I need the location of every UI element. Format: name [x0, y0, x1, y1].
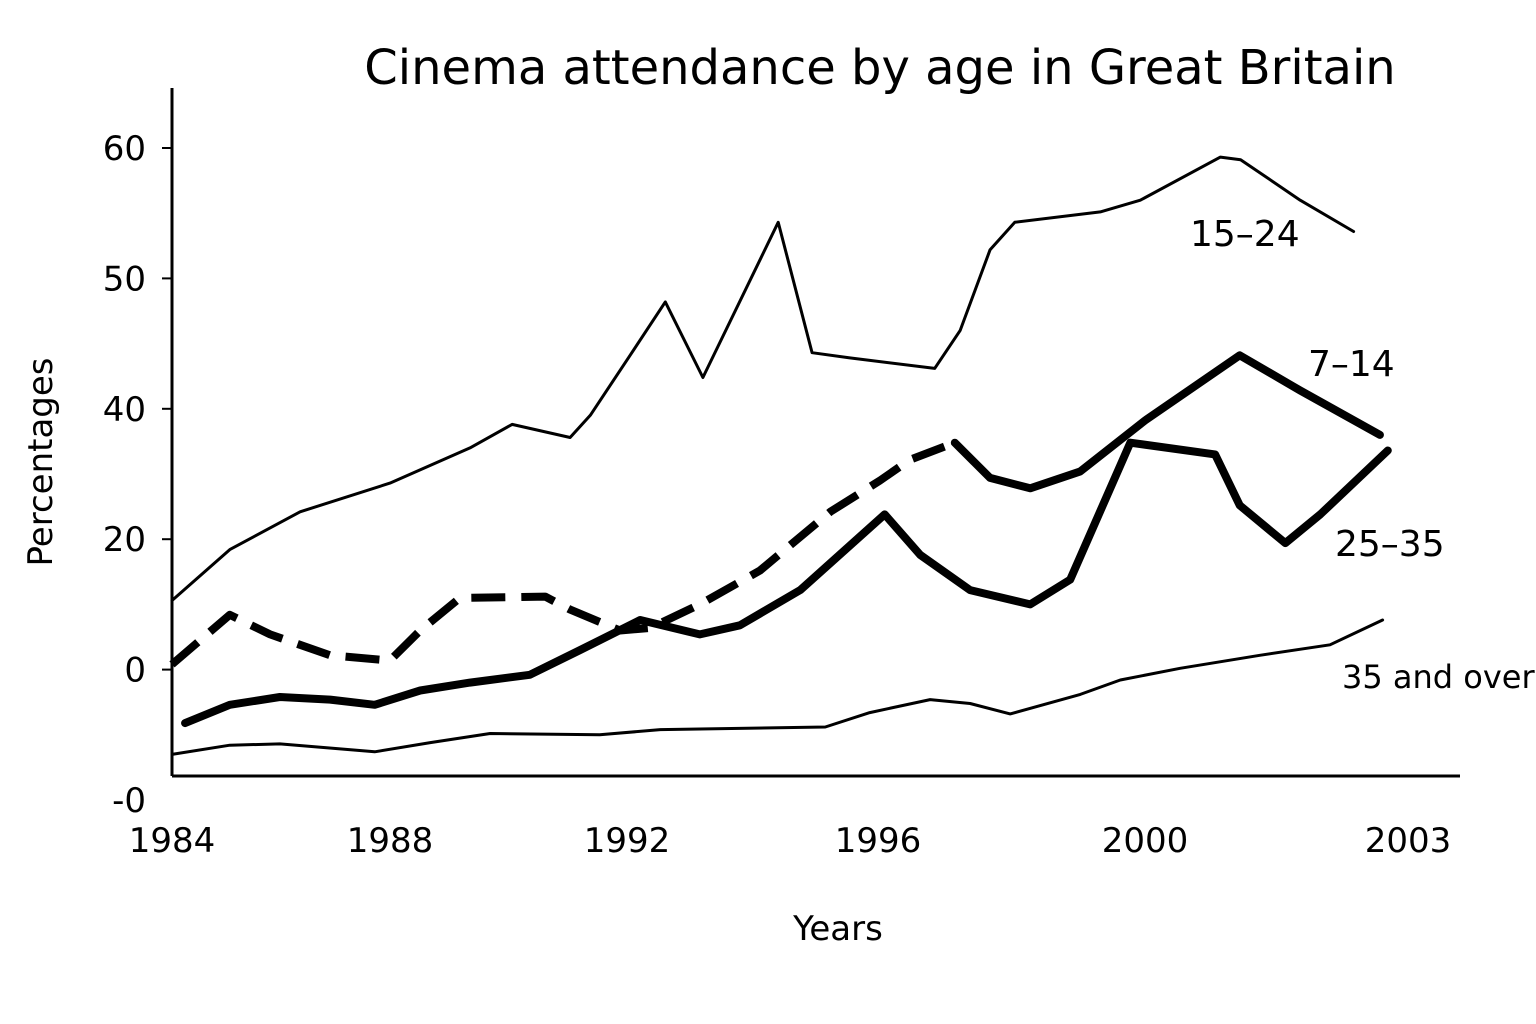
- x-tick-label: 1984: [129, 821, 216, 861]
- series-label-35-and-over: 35 and over: [1342, 658, 1535, 696]
- x-tick-label: 1988: [347, 821, 434, 861]
- x-tick-label: 1992: [584, 821, 671, 861]
- series-line-15-24: [170, 155, 1356, 602]
- x-tick-label: 2003: [1365, 821, 1452, 861]
- series-label-15-24: 15–24: [1190, 214, 1300, 255]
- series-line-7-14-dashed: [169, 438, 957, 668]
- y-tick-label: 50: [103, 259, 146, 299]
- y-tick-label: 60: [103, 129, 146, 169]
- x-tick-label: 2000: [1102, 821, 1189, 861]
- series-line-25-35: [181, 438, 1392, 728]
- y-tick-label: -0: [112, 781, 146, 821]
- series-label-7-14: 7–14: [1308, 344, 1395, 385]
- y-tick-label: 20: [103, 520, 146, 560]
- y-axis-label: Percentages: [21, 358, 61, 567]
- series-label-25-35: 25–35: [1335, 524, 1445, 565]
- chart-title: Cinema attendance by age in Great Britai…: [364, 40, 1395, 96]
- y-tick-label: 40: [103, 390, 146, 430]
- y-tick-label: 0: [124, 651, 146, 691]
- x-axis-label: Years: [792, 909, 883, 949]
- x-tick-label: 1996: [835, 821, 922, 861]
- series-line-35-and-over: [170, 618, 1385, 756]
- series-line-7-14: [950, 351, 1384, 493]
